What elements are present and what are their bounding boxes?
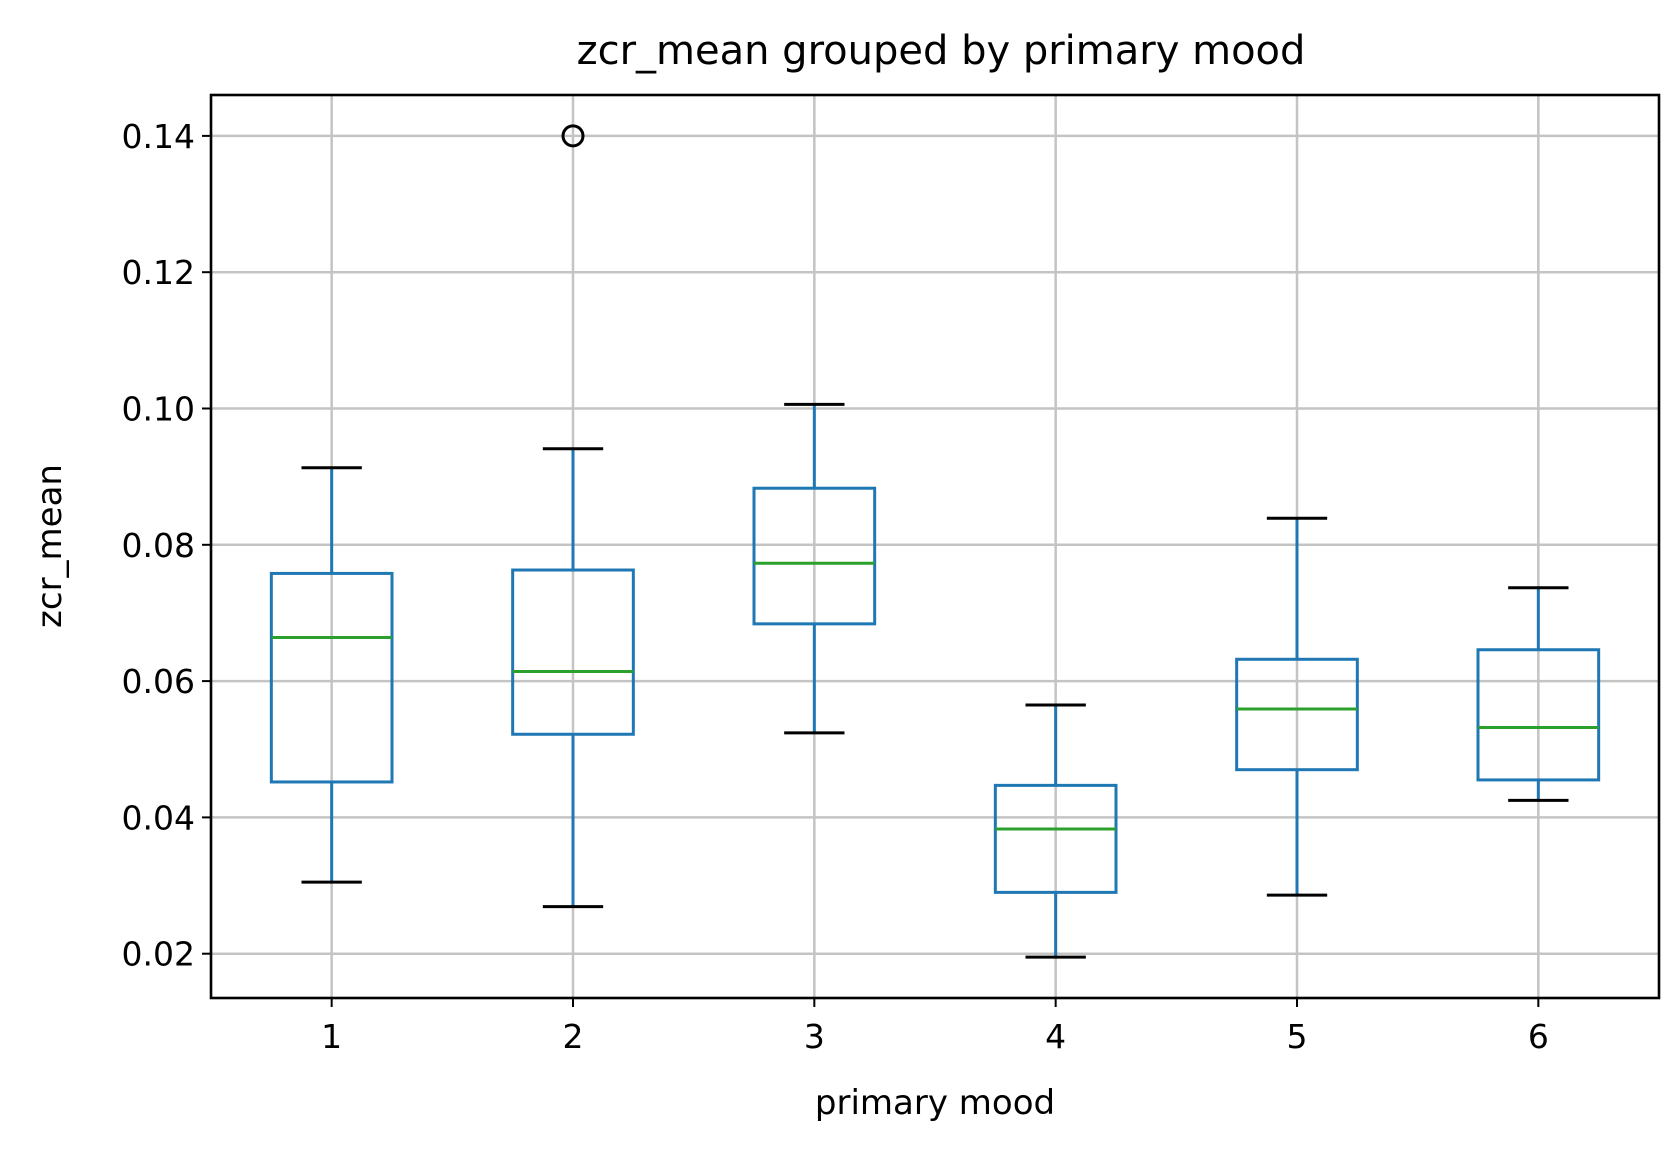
iqr-box xyxy=(1476,648,1601,782)
tick-layer: 0.02 0.04 0.06 0.08 0.10 0.12 0.14 1 2 3 4 5 6 xyxy=(122,117,1549,1056)
chart-title: zcr_mean grouped by primary mood xyxy=(577,28,1306,74)
x-axis-label: primary mood xyxy=(815,1083,1055,1123)
box-group-6 xyxy=(1476,586,1601,802)
iqr-box xyxy=(269,571,394,784)
y-tick-label: 0.14 xyxy=(122,117,195,156)
grid-layer xyxy=(211,95,1659,998)
box-group-4 xyxy=(993,703,1118,959)
y-tick-label: 0.08 xyxy=(122,526,195,565)
y-tick-label: 0.12 xyxy=(122,253,195,292)
box-group-2 xyxy=(511,124,635,909)
x-tick-label: 3 xyxy=(804,1017,825,1056)
box-group-3 xyxy=(752,402,877,735)
iqr-box xyxy=(993,783,1118,894)
box-group-1 xyxy=(269,466,394,884)
outlier-point xyxy=(561,124,585,148)
y-tick-label: 0.06 xyxy=(122,662,195,701)
y-tick-label: 0.02 xyxy=(122,935,195,974)
box-layer xyxy=(269,124,1601,959)
plot-frame xyxy=(209,93,1661,1000)
x-tick-label: 6 xyxy=(1528,1017,1549,1056)
y-tick-label: 0.04 xyxy=(122,798,195,837)
y-axis-label: zcr_mean xyxy=(30,464,70,628)
x-tick-label: 2 xyxy=(563,1017,584,1056)
x-tick-label: 1 xyxy=(321,1017,342,1056)
iqr-box xyxy=(1235,657,1359,772)
x-tick-label: 5 xyxy=(1287,1017,1308,1056)
iqr-box xyxy=(752,486,877,626)
box-group-5 xyxy=(1235,516,1359,897)
x-tick-label: 4 xyxy=(1045,1017,1066,1056)
y-tick-label: 0.10 xyxy=(122,389,195,428)
iqr-box xyxy=(511,568,635,736)
